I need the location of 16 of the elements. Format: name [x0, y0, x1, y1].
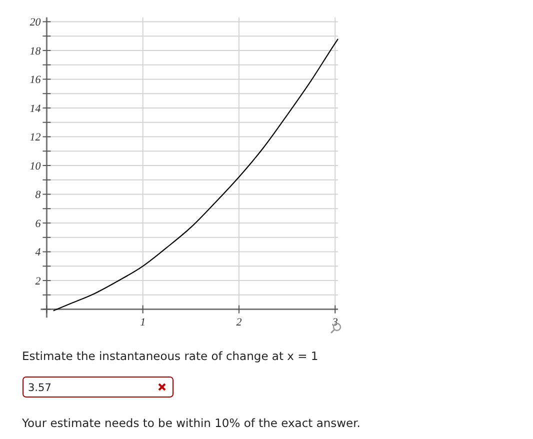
text: Your estimate needs to be within 10% of the exact answer. — [21, 416, 360, 430]
x-tick-label: 2 — [236, 316, 242, 328]
x-tick-label: 1 — [140, 316, 146, 328]
y-tick-label: 2 — [35, 275, 42, 288]
y-tick-label: 12 — [30, 132, 42, 144]
y-tick-label: 14 — [30, 102, 42, 115]
y-tick-label: 18 — [30, 45, 42, 58]
text: 3.57 — [28, 382, 52, 394]
line-series — [52, 38, 339, 312]
y-tick-label: 10 — [30, 160, 42, 172]
y-tick-label: 4 — [35, 246, 42, 259]
y-tick-label: 8 — [35, 189, 42, 202]
y-tick-label: 20 — [30, 16, 42, 29]
y-tick-label: 16 — [30, 74, 42, 86]
y-tick-label: 6 — [35, 218, 42, 230]
text: Estimate the instantaneous rate of change at x = 1 — [22, 349, 318, 363]
